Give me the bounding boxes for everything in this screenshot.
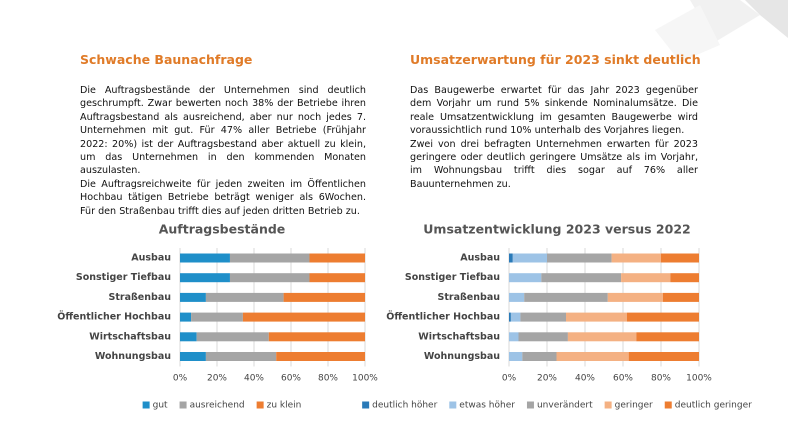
decoration: [690, 0, 760, 42]
legend-swatch: [604, 401, 612, 409]
bar-segment: [512, 253, 547, 263]
bar-segment: [626, 312, 699, 322]
bar-segment: [518, 332, 568, 342]
bar-segment: [510, 312, 521, 322]
paragraph: Die Auftragsbestände der Unternehmen sin…: [80, 85, 366, 177]
bar-segment: [509, 312, 511, 322]
x-tick-label: 0%: [502, 374, 517, 384]
x-tick-label: 0%: [173, 374, 188, 384]
bar-segment: [196, 332, 269, 342]
bar-segment: [309, 273, 365, 283]
x-tick-label: 100%: [352, 374, 378, 384]
category-label: Straßenbau: [109, 292, 172, 303]
legend-swatch: [362, 401, 370, 409]
legend-label: ausreichend: [190, 401, 245, 411]
category-label: Sonstiger Tiefbau: [405, 272, 500, 283]
bar-segment: [566, 312, 627, 322]
legend-swatch: [526, 401, 534, 409]
bar-segment: [509, 253, 513, 263]
legend-label: unverändert: [537, 401, 593, 411]
x-tick-label: 40%: [244, 374, 264, 384]
x-tick-label: 60%: [281, 374, 301, 384]
bar-segment: [283, 292, 365, 302]
bar-segment: [636, 332, 699, 342]
category-label: Wohnungsbau: [424, 351, 500, 362]
chart-title: Auftragsbestände: [159, 222, 286, 237]
bar-segment: [670, 273, 699, 283]
paragraph: Das Baugewerbe erwartet für das Jahr 202…: [410, 85, 698, 137]
bar-segment: [628, 352, 699, 361]
bar-segment: [661, 253, 699, 263]
legend-label: deutlich höher: [372, 401, 437, 411]
bar-segment: [524, 292, 608, 302]
bar-segment: [309, 253, 365, 263]
bar-segment: [541, 273, 622, 283]
bar-segment: [242, 312, 365, 322]
x-tick-label: 100%: [686, 374, 712, 384]
bar-segment: [611, 253, 661, 263]
paragraph: Die Auftragsreichweite für jeden zweiten…: [80, 178, 366, 217]
bar-segment: [205, 292, 284, 302]
heading: Schwache Baunachfrage: [80, 52, 253, 67]
bar-segment: [547, 253, 612, 263]
bar-segment: [509, 292, 525, 302]
legend-label: gut: [153, 401, 168, 411]
category-label: Wirtschaftsbau: [89, 331, 171, 342]
legend-swatch: [142, 401, 150, 409]
paragraph: Zwei von drei befragten Unternehmen erwa…: [410, 138, 698, 190]
bar-segment: [522, 352, 557, 361]
chart-title: Umsatzentwicklung 2023 versus 2022: [423, 222, 690, 237]
bar-segment: [567, 332, 637, 342]
bar-segment: [556, 352, 629, 361]
category-label: Öffentlicher Hochbau: [386, 312, 500, 323]
decoration: [655, 5, 720, 62]
bar-segment: [276, 352, 365, 361]
legend-label: deutlich geringer: [675, 401, 752, 411]
legend-label: zu klein: [267, 401, 302, 411]
bar-segment: [180, 332, 197, 342]
x-tick-label: 80%: [651, 374, 671, 384]
bar-segment: [621, 273, 671, 283]
category-label: Wirtschaftsbau: [418, 331, 500, 342]
bar-segment: [607, 292, 663, 302]
text-column: Die Auftragsbestände der Unternehmen sin…: [80, 84, 366, 218]
x-tick-label: 20%: [207, 374, 227, 384]
bar-segment: [509, 273, 542, 283]
category-label: Sonstiger Tiefbau: [76, 272, 171, 283]
bar-segment: [268, 332, 365, 342]
legend-swatch: [179, 401, 187, 409]
legend-label: etwas höher: [459, 401, 515, 411]
legend-label: geringer: [615, 401, 653, 411]
text-column: Das Baugewerbe erwartet für das Jahr 202…: [410, 84, 698, 191]
bar-segment: [229, 253, 310, 263]
bar-segment: [180, 273, 230, 283]
x-tick-label: 40%: [575, 374, 595, 384]
x-tick-label: 60%: [613, 374, 633, 384]
bar-segment: [509, 332, 519, 342]
legend-swatch: [449, 401, 457, 409]
category-label: Ausbau: [131, 253, 171, 264]
bar-segment: [191, 312, 243, 322]
legend-swatch: [256, 401, 264, 409]
bar-segment: [180, 253, 230, 263]
bar-segment: [229, 273, 310, 283]
category-label: Straßenbau: [438, 292, 501, 303]
bar-segment: [509, 352, 523, 361]
bar-segment: [180, 352, 206, 361]
bar-segment: [520, 312, 566, 322]
bar-segment: [180, 312, 192, 322]
category-label: Öffentlicher Hochbau: [57, 312, 171, 323]
x-tick-label: 20%: [537, 374, 557, 384]
heading: Umsatzerwartung für 2023 sinkt deutlich: [410, 52, 701, 67]
decoration: [745, 0, 788, 38]
bar-segment: [205, 352, 277, 361]
legend-swatch: [664, 401, 672, 409]
bar-segment: [662, 292, 699, 302]
bar-segment: [180, 292, 206, 302]
category-label: Wohnungsbau: [95, 351, 171, 362]
x-tick-label: 80%: [318, 374, 338, 384]
category-label: Ausbau: [460, 253, 500, 264]
